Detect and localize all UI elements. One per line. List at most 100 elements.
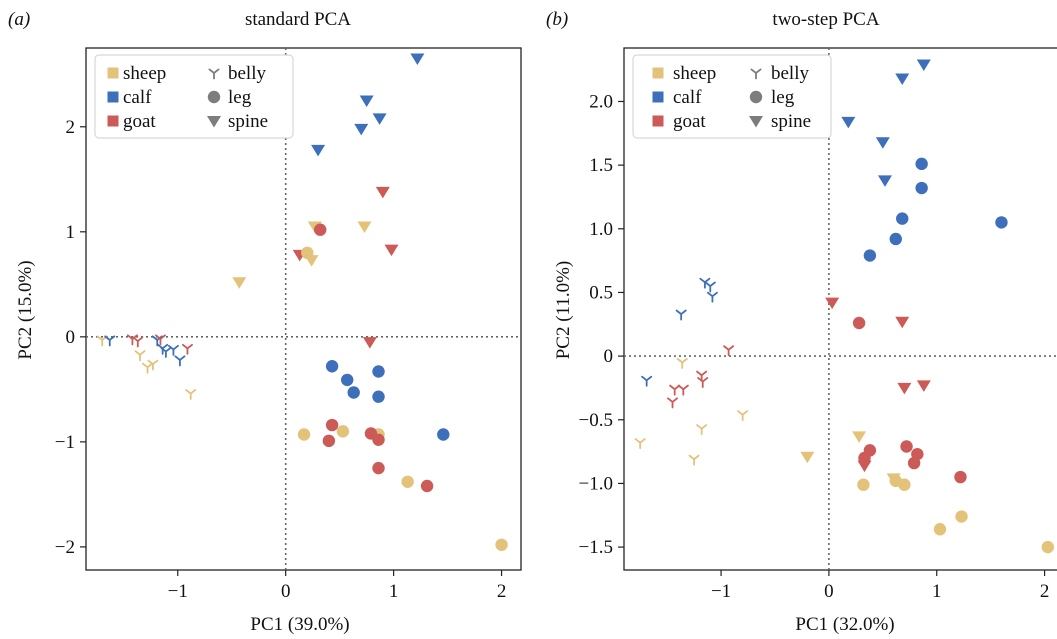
legend: sheep calf goat belly leg spine	[94, 54, 294, 139]
data-point-calf-belly	[174, 355, 186, 367]
legend-spine-marker	[749, 116, 763, 128]
data-point-goat-belly	[697, 377, 709, 388]
legend-belly-label: belly	[228, 63, 266, 84]
legend-symbol-belly	[750, 68, 762, 80]
legend-swatch-goat	[652, 115, 664, 127]
x-tick-label: 0	[824, 581, 834, 602]
legend-box	[632, 54, 832, 139]
data-point-goat-belly	[132, 336, 144, 348]
legend-calf-marker	[107, 91, 119, 103]
data-point-sheep-belly	[737, 410, 749, 422]
data-point-calf-leg	[995, 216, 1008, 229]
y-tick-label: −1.5	[579, 537, 613, 558]
data-point-calf-spine	[916, 59, 931, 72]
legend-swatch-goat	[107, 115, 119, 127]
data-point-calf-spine	[877, 175, 892, 187]
data-point-goat-leg	[954, 470, 967, 484]
y-tick-label: 0	[604, 346, 614, 367]
legend-swatch-calf	[652, 91, 664, 103]
data-point-calf-belly	[167, 344, 179, 356]
data-point-sheep-belly	[96, 335, 108, 347]
legend-box	[94, 54, 294, 139]
axis-ticks: −1 0 1 2 −1.5 −1.0 −0.5 0 0.5 1.0 1.5 2.0	[579, 91, 1050, 602]
legend-belly-marker	[208, 68, 220, 80]
y-axis-label: PC2 (15.0%)	[15, 260, 36, 359]
data-point-sheep-leg	[1041, 540, 1055, 554]
y-tick-label: 1	[66, 222, 76, 243]
y-tick-label: −2	[55, 537, 75, 558]
panel-label: (b)	[546, 9, 568, 30]
data-point-sheep-leg	[401, 475, 414, 488]
data-points	[96, 53, 508, 551]
data-point-goat-leg	[858, 451, 871, 465]
legend: sheep calf goat belly leg spine	[632, 54, 832, 139]
data-point-goat-spine	[857, 460, 872, 473]
legend-swatch-sheep	[107, 67, 119, 79]
data-point-calf-spine	[311, 144, 326, 157]
data-point-goat-belly	[667, 397, 679, 409]
x-axis-label: PC1 (32.0%)	[795, 614, 894, 635]
y-tick-label: 1.5	[589, 155, 613, 176]
axis-ticks: −1 0 1 2 −2 −1 0 1 2	[55, 117, 507, 602]
data-point-sheep-spine	[800, 451, 815, 464]
data-point-goat-leg	[372, 461, 385, 475]
y-tick-label: 2	[66, 117, 76, 138]
data-point-calf-spine	[841, 116, 856, 129]
legend-symbol-leg	[749, 90, 763, 104]
data-point-calf-leg	[437, 428, 450, 441]
data-point-calf-leg	[341, 373, 354, 387]
chart-title: standard PCA	[245, 9, 351, 30]
plot-frame	[623, 47, 1057, 571]
data-point-calf-leg	[889, 232, 902, 246]
data-point-calf-belly	[706, 291, 718, 303]
legend-goat-label: goat	[123, 111, 156, 132]
data-point-goat-spine	[384, 244, 399, 257]
data-point-sheep-spine	[852, 431, 867, 443]
x-tick-label: 0	[281, 581, 291, 602]
data-point-sheep-leg	[857, 478, 870, 491]
data-point-goat-leg	[852, 316, 866, 330]
legend-swatch-sheep	[652, 67, 664, 79]
data-point-goat-belly	[677, 384, 689, 396]
panel-two-step-pca: (b) two-step PCA −1 0 1 2 −1.5 −1.0 −0.5 0 0.5 1.…	[546, 9, 1057, 635]
legend-leg-marker	[749, 90, 763, 104]
data-point-goat-belly	[723, 345, 735, 357]
data-point-calf-belly	[704, 281, 716, 293]
data-point-calf-spine	[875, 137, 890, 149]
chart-title: two-step PCA	[772, 9, 879, 30]
x-tick-label: −1	[711, 581, 731, 602]
data-point-sheep-spine	[357, 221, 372, 234]
legend-symbol-spine	[749, 116, 763, 128]
data-point-goat-leg	[907, 456, 921, 470]
data-point-calf-leg	[915, 157, 928, 171]
y-tick-label: 1.0	[589, 219, 613, 240]
data-point-calf-belly	[160, 347, 172, 358]
data-points	[634, 59, 1055, 554]
y-tick-label: −0.5	[579, 410, 613, 431]
data-point-calf-leg	[863, 249, 877, 262]
legend-spine-label: spine	[228, 111, 268, 132]
data-point-calf-belly	[675, 309, 687, 321]
x-tick-label: 2	[1040, 581, 1050, 602]
data-point-sheep-leg	[898, 478, 911, 491]
data-point-goat-leg	[900, 440, 913, 453]
data-point-goat-spine	[916, 380, 931, 392]
data-point-sheep-belly	[696, 424, 708, 436]
data-point-calf-spine	[354, 123, 369, 136]
legend-goat-label: goat	[673, 111, 706, 132]
legend-belly-label: belly	[771, 63, 809, 84]
x-tick-label: −1	[168, 581, 188, 602]
legend-leg-label: leg	[228, 87, 252, 108]
plot-frame	[85, 47, 522, 571]
data-point-sheep-belly	[142, 362, 154, 374]
legend-calf-label: calf	[673, 87, 702, 108]
legend-spine-marker	[207, 116, 221, 128]
legend-sheep-marker	[107, 67, 119, 79]
data-point-sheep-leg	[955, 510, 968, 523]
data-point-calf-spine	[359, 95, 374, 108]
data-point-goat-belly	[181, 343, 193, 355]
data-point-goat-belly	[126, 334, 138, 346]
data-point-goat-leg	[322, 434, 336, 448]
data-point-calf-leg	[325, 360, 339, 373]
